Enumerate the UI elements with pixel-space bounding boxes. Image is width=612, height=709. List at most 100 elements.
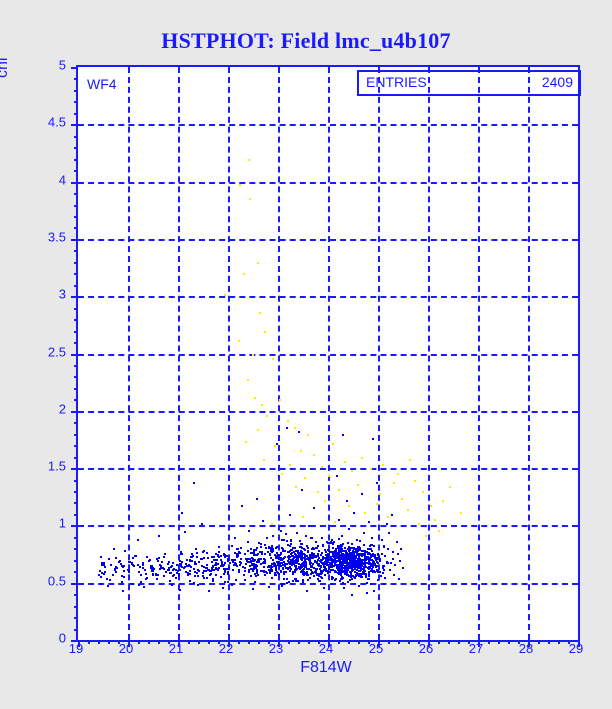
data-point <box>339 556 342 559</box>
data-point <box>338 557 341 560</box>
data-point <box>281 550 284 553</box>
data-point <box>162 574 165 577</box>
data-point <box>343 556 346 559</box>
gridline-horizontal <box>78 124 578 127</box>
data-point <box>220 564 223 567</box>
data-point <box>348 562 351 565</box>
data-point <box>299 563 302 566</box>
data-point <box>327 552 330 555</box>
data-point <box>385 560 388 563</box>
data-point <box>345 549 348 552</box>
data-point <box>257 261 259 264</box>
data-point <box>347 566 349 569</box>
data-point <box>316 562 318 565</box>
data-point <box>252 568 255 571</box>
data-point <box>256 560 259 563</box>
data-point <box>363 550 366 552</box>
data-point <box>223 564 226 567</box>
data-point <box>215 567 218 570</box>
data-point <box>264 552 266 555</box>
data-point <box>341 559 344 561</box>
data-point <box>301 557 304 560</box>
data-point <box>255 572 258 574</box>
data-point <box>327 552 330 555</box>
data-point <box>334 549 337 552</box>
data-point <box>311 565 314 568</box>
data-point <box>358 557 361 560</box>
data-point <box>296 559 298 562</box>
data-point <box>383 576 386 579</box>
data-point <box>371 549 374 552</box>
data-point <box>217 563 219 566</box>
data-point <box>357 558 360 561</box>
data-point <box>275 568 278 571</box>
data-point <box>340 571 343 574</box>
data-point <box>318 579 320 582</box>
data-point <box>329 563 332 565</box>
data-point <box>288 566 291 569</box>
data-point <box>302 578 305 581</box>
data-point <box>286 559 289 562</box>
data-point <box>300 550 302 553</box>
data-point <box>270 550 273 553</box>
data-point <box>163 556 166 559</box>
data-point <box>339 549 342 551</box>
data-point <box>333 541 335 544</box>
data-point <box>289 513 291 516</box>
data-point <box>186 573 189 576</box>
data-point <box>202 570 205 573</box>
data-point <box>339 579 342 582</box>
data-point <box>314 561 317 563</box>
data-point <box>189 573 192 576</box>
data-point <box>351 553 354 556</box>
data-point <box>303 557 306 560</box>
data-point <box>167 562 170 565</box>
data-point <box>359 567 362 570</box>
data-point <box>370 554 372 556</box>
data-point <box>422 491 424 493</box>
data-point <box>353 562 356 565</box>
data-point <box>303 559 306 562</box>
data-point <box>346 561 349 564</box>
data-point <box>340 560 343 563</box>
data-point <box>320 561 323 564</box>
data-point <box>128 571 130 573</box>
data-point <box>291 560 294 563</box>
data-point <box>269 552 272 555</box>
data-point <box>180 564 182 567</box>
data-point <box>369 544 372 547</box>
data-point <box>275 442 278 445</box>
data-point <box>250 560 253 563</box>
data-point <box>259 557 262 560</box>
data-point <box>180 511 183 514</box>
y-axis-title: chi <box>0 57 11 78</box>
data-point <box>326 563 329 566</box>
data-point <box>338 556 341 559</box>
data-point <box>293 556 295 559</box>
data-point <box>119 559 121 562</box>
data-point <box>261 561 264 564</box>
y-axis-tick-label: 0 <box>58 630 66 646</box>
data-point <box>354 562 357 565</box>
data-point <box>349 558 352 561</box>
data-point <box>189 565 192 568</box>
data-point <box>358 563 361 566</box>
data-point <box>338 571 340 574</box>
data-point <box>302 569 305 572</box>
data-point <box>296 558 299 561</box>
data-point <box>285 562 288 565</box>
data-point <box>304 554 307 557</box>
y-axis-tick-label: 1.5 <box>47 458 66 474</box>
data-point <box>305 545 308 548</box>
data-point <box>313 507 315 510</box>
data-point <box>347 554 350 557</box>
data-point <box>239 551 242 554</box>
data-point <box>256 565 259 568</box>
data-point <box>364 572 367 575</box>
data-point <box>315 547 318 550</box>
data-point <box>349 552 352 555</box>
data-point <box>226 568 229 571</box>
data-point <box>312 552 315 555</box>
data-point <box>329 551 331 554</box>
data-point <box>393 481 395 484</box>
